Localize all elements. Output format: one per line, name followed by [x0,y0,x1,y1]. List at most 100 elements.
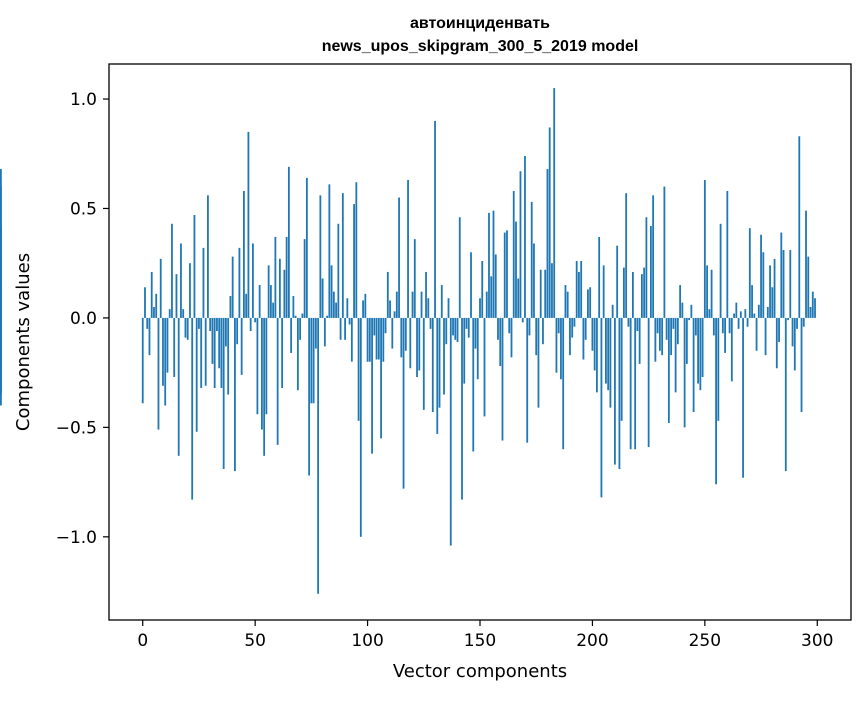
bar [539,269,542,318]
bar [328,184,331,318]
bar [398,197,400,318]
bar [166,317,169,373]
bar [238,247,241,318]
y-tick-label: −0.5 [56,418,97,438]
bar [146,317,149,329]
bar [290,317,293,353]
bar [182,309,185,318]
bar [703,180,706,318]
bar [746,317,749,327]
bar [674,317,677,393]
bar [458,217,461,318]
bar [537,317,540,408]
bar [670,317,673,356]
bar [330,265,333,318]
x-axis-label: Vector components [393,661,567,682]
bar [382,317,385,362]
bar [314,317,317,349]
bar [494,254,497,318]
bar [305,177,308,318]
bar [742,317,744,478]
bar [699,317,702,391]
bar [614,317,616,465]
bar [452,317,454,336]
bar [303,239,306,318]
bar [454,317,457,340]
bar [712,317,715,336]
bar [193,215,196,318]
bar [728,317,731,334]
bar [463,317,466,384]
bar [807,256,810,318]
bar [793,317,796,371]
bar [762,252,765,318]
bar [267,265,270,318]
bar [375,317,378,360]
bar [355,182,358,318]
y-tick-label: −1.0 [56,528,97,548]
bar [735,302,738,318]
bar [582,317,585,360]
bar [263,317,266,456]
bar [638,317,641,364]
bar [726,190,729,318]
bar [771,287,774,318]
bar [427,298,430,318]
bar [571,317,574,338]
bar [256,317,259,415]
bar [647,317,650,448]
bar [296,317,299,391]
y-tick-label: 1.0 [70,90,97,110]
bar [285,236,288,318]
bar [766,306,769,318]
bar [171,223,173,318]
bar [243,190,245,318]
bar [701,317,704,378]
bar [389,300,391,318]
bar [667,317,670,423]
bar [222,317,225,469]
bar [180,243,182,318]
bar [649,225,652,318]
bar [236,317,239,345]
bar [764,317,767,356]
bar [656,317,659,334]
bar [800,317,803,413]
bar [350,317,353,362]
bar [524,155,526,318]
bar [202,247,205,318]
bar [413,239,416,318]
bar [681,302,684,318]
bar [294,315,297,318]
bar [640,274,643,318]
bar [278,258,281,318]
bar [748,228,751,318]
bar [629,317,632,450]
bar [652,195,655,318]
bar [562,317,565,450]
bar [443,317,445,395]
bar [312,317,315,404]
bar [605,317,607,384]
bar [708,309,711,318]
bar [555,317,558,373]
bar [688,317,691,321]
bar [620,317,623,421]
bar [501,317,504,441]
bar [796,317,798,329]
bar [483,317,486,417]
bar [157,317,160,430]
bar [274,236,277,318]
bar [569,317,571,356]
bar [204,317,207,386]
bar [791,317,794,347]
bar [474,317,477,349]
bar [789,250,792,318]
bar [503,232,506,318]
bar [337,223,340,318]
y-tick-label: 0.5 [70,199,97,219]
bar [634,317,637,450]
bar [357,317,360,421]
bar [191,317,194,500]
